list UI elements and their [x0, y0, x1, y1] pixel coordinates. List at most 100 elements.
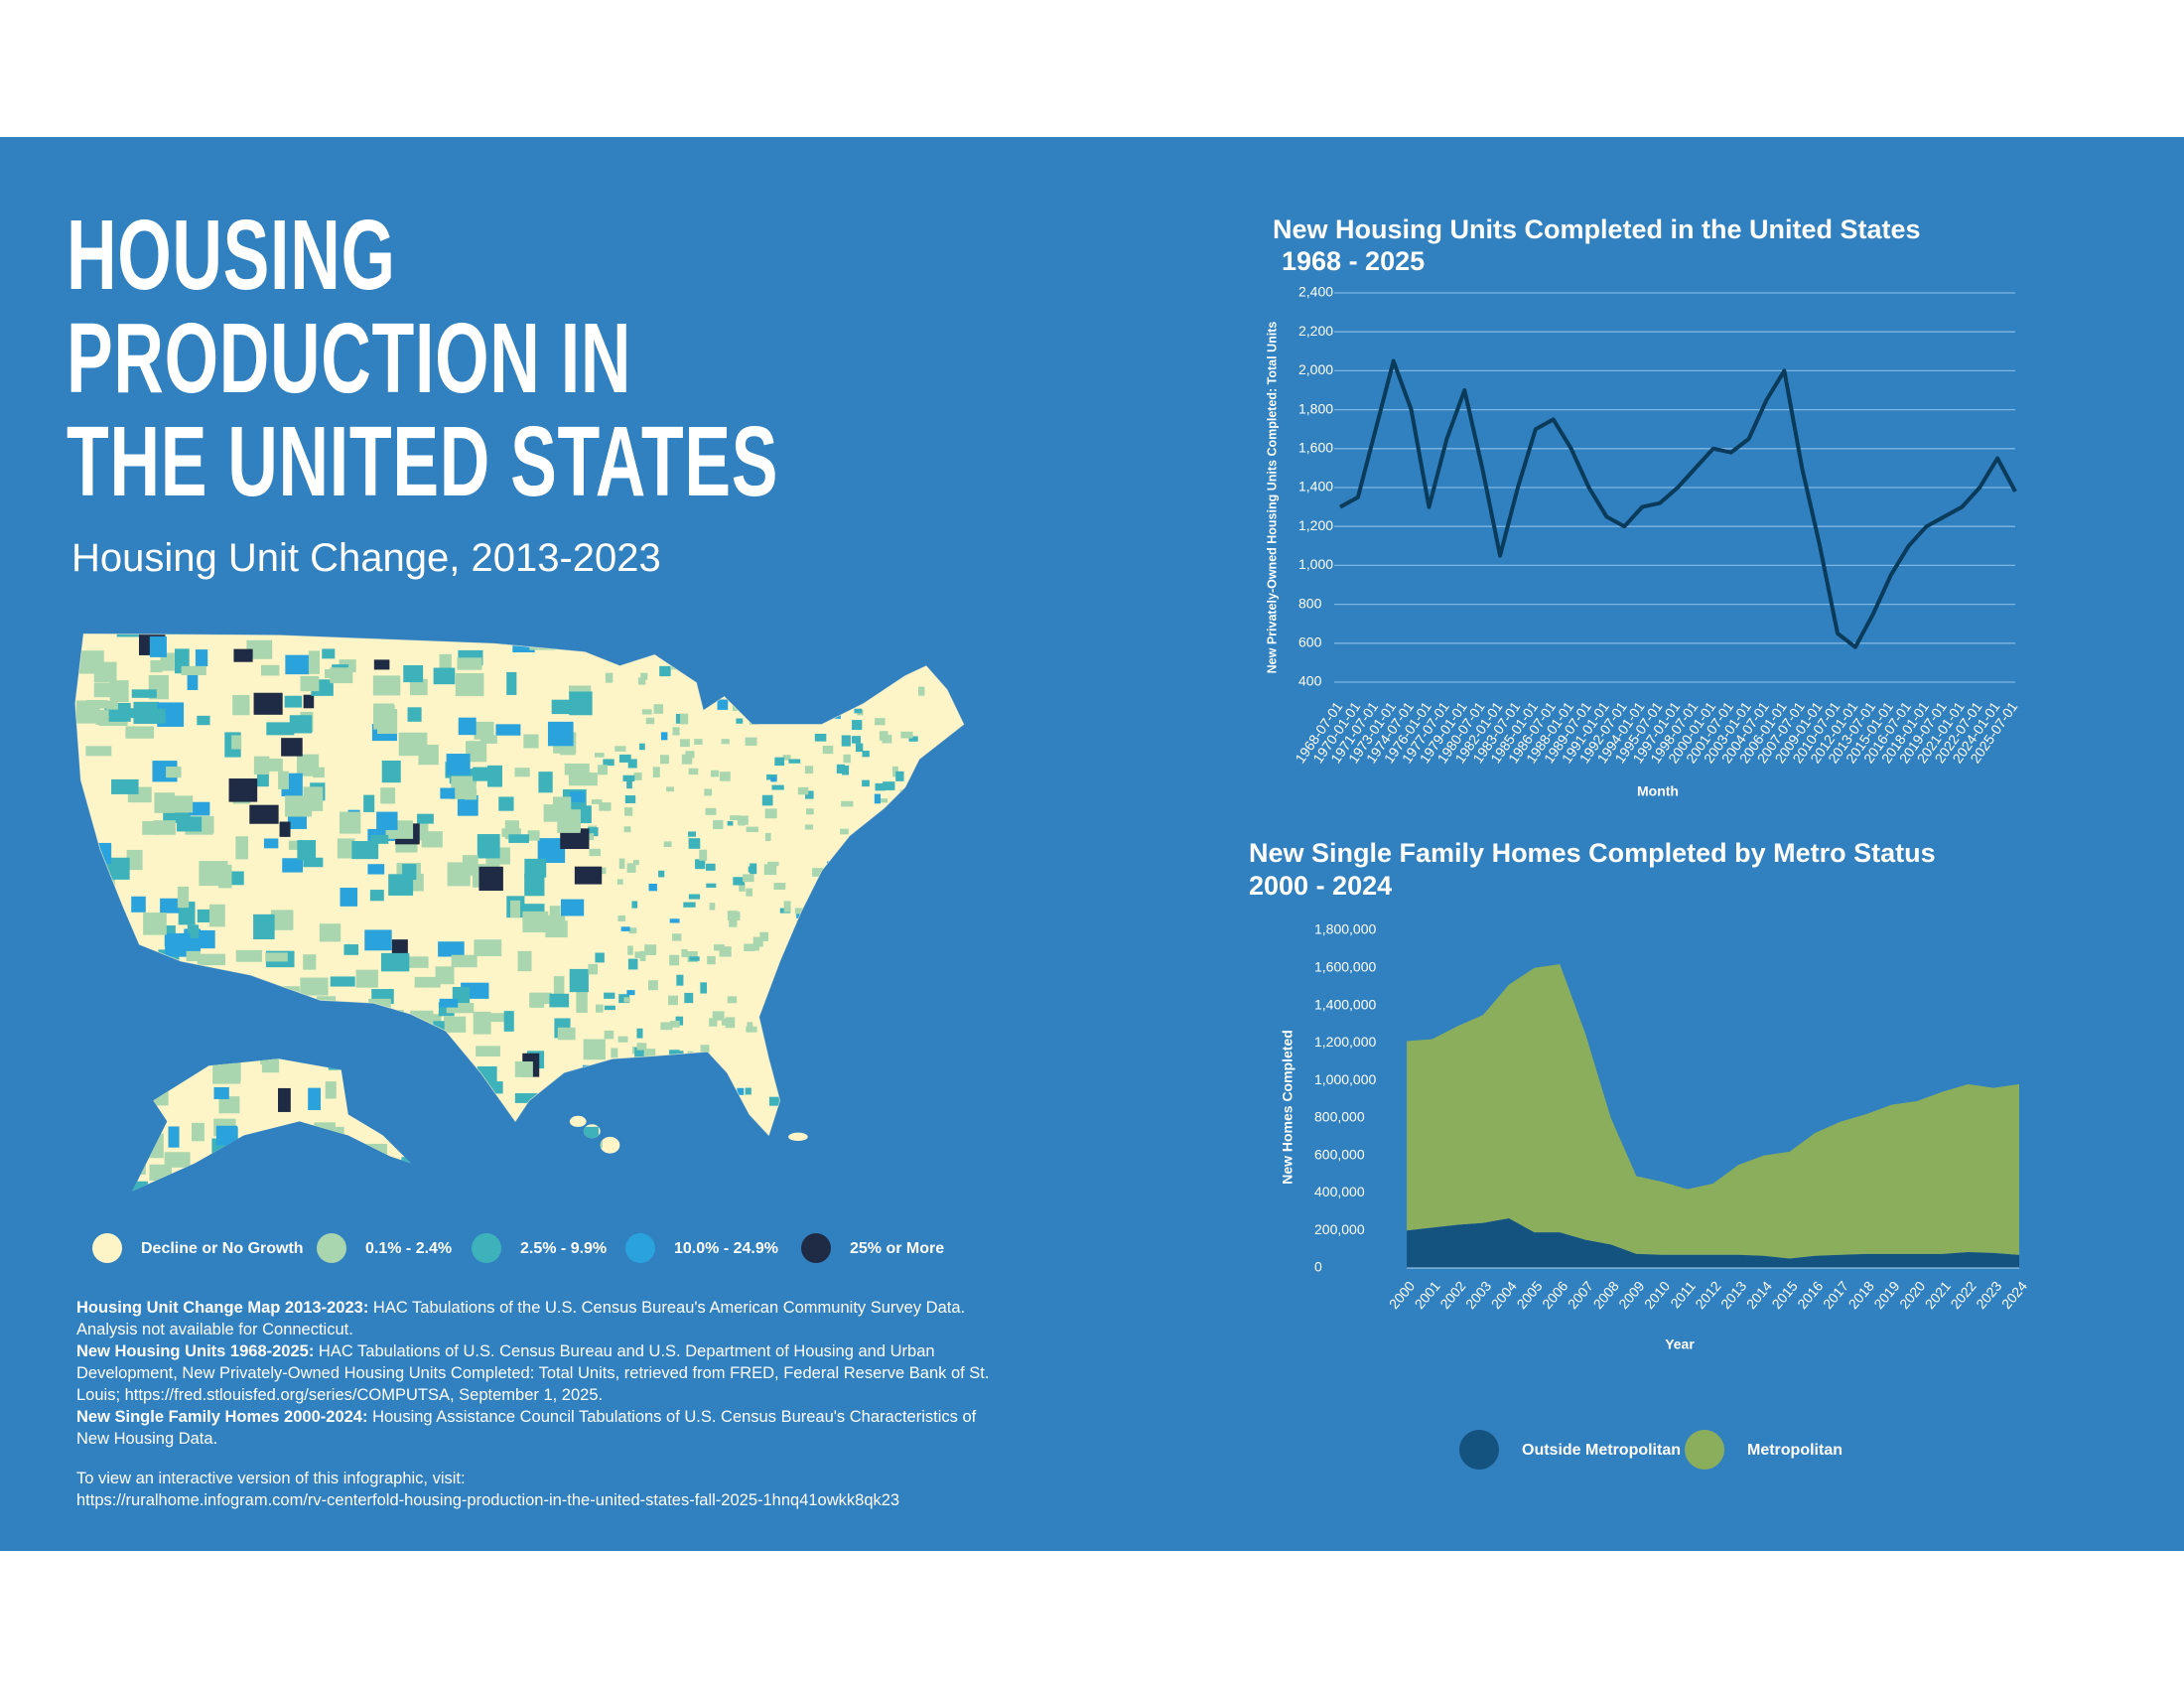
map-county — [743, 1163, 753, 1169]
map-county — [733, 877, 745, 886]
sources: Housing Unit Change Map 2013-2023: HAC T… — [76, 1297, 1000, 1450]
x-tick-label: 2018 — [1845, 1278, 1877, 1312]
map-county — [831, 1006, 840, 1014]
map-county — [438, 941, 465, 957]
map-county — [711, 770, 720, 777]
map-county — [77, 952, 93, 977]
map-county — [804, 766, 814, 774]
map-county — [929, 774, 938, 782]
legend-swatch — [1685, 1430, 1724, 1470]
map-county — [885, 1018, 897, 1025]
map-county — [398, 732, 428, 757]
map-county — [937, 640, 948, 651]
x-tick-label: 2014 — [1743, 1278, 1775, 1312]
map-county — [623, 1117, 631, 1125]
map-county — [376, 811, 398, 830]
x-tick-label: 2021 — [1922, 1278, 1954, 1312]
map-county — [963, 760, 964, 771]
map-county — [827, 871, 836, 877]
map-county — [195, 649, 208, 667]
map-county — [872, 957, 879, 966]
map-county — [75, 1010, 90, 1022]
map-county — [808, 1076, 820, 1083]
map-county — [553, 976, 565, 995]
map-county — [669, 1021, 680, 1028]
map-county — [75, 700, 100, 724]
map-county — [85, 746, 112, 757]
map-county — [759, 931, 768, 941]
map-county — [848, 1173, 859, 1181]
map-county — [218, 1190, 240, 1192]
map-county — [529, 1174, 552, 1192]
map-county — [282, 858, 304, 873]
chart-subtitle: 2000 - 2024 — [1249, 871, 1392, 901]
map-county — [292, 1042, 312, 1056]
map-county — [751, 1180, 760, 1191]
map-county — [731, 912, 741, 920]
map-county — [763, 864, 777, 876]
map-county — [789, 1078, 800, 1090]
x-tick-label: 2023 — [1973, 1278, 2004, 1312]
map-county — [793, 949, 803, 956]
map-county — [840, 828, 849, 835]
map-county — [931, 888, 942, 893]
map-county — [860, 1183, 868, 1191]
map-county — [627, 958, 638, 970]
map-county — [961, 967, 964, 975]
map-county — [136, 976, 149, 986]
map-county — [899, 658, 908, 668]
map-county — [911, 886, 919, 897]
map-county — [862, 751, 870, 758]
map-county — [866, 1129, 874, 1138]
map-county — [811, 1166, 821, 1176]
x-tick-label: 2011 — [1667, 1278, 1699, 1312]
chart-title: New Housing Units Completed in the Unite… — [1273, 214, 1921, 244]
map-county — [331, 1006, 348, 1025]
map-county — [773, 883, 786, 890]
map-county — [705, 1178, 717, 1184]
map-county — [235, 836, 248, 860]
map-county — [246, 639, 273, 659]
map-county — [628, 927, 637, 934]
map-county — [657, 1112, 669, 1118]
map-county — [636, 635, 647, 645]
map-county — [925, 1110, 938, 1117]
map-county — [700, 1045, 710, 1054]
map-county — [633, 773, 642, 780]
map-county — [297, 1192, 316, 1213]
x-tick-label: 2013 — [1717, 1278, 1749, 1312]
map-county — [816, 1147, 829, 1153]
map-county — [307, 1164, 336, 1178]
map-county — [147, 1196, 159, 1207]
map-county — [662, 1123, 672, 1131]
map-county — [591, 799, 603, 804]
x-tick-label: 2024 — [1998, 1278, 2030, 1312]
map-county — [318, 1126, 344, 1152]
map-county — [737, 815, 749, 825]
map-county — [154, 792, 175, 813]
map-county — [889, 1082, 896, 1090]
map-county — [928, 763, 935, 774]
chart-subtitle: 1968 - 2025 — [1282, 246, 1425, 276]
map-county — [498, 796, 514, 811]
map-county — [598, 765, 608, 775]
map-county — [446, 754, 471, 775]
map-county — [667, 1182, 677, 1188]
map-county — [842, 1121, 850, 1130]
map-county — [473, 767, 494, 781]
map-county — [746, 888, 753, 897]
y-tick-label: 200,000 — [1314, 1221, 1365, 1237]
map-county — [870, 1109, 880, 1118]
map-county — [527, 1106, 546, 1128]
map-county — [863, 1175, 876, 1185]
map-county — [623, 1086, 633, 1093]
map-county — [862, 1072, 872, 1083]
map-county — [866, 1106, 876, 1117]
map-county — [634, 951, 644, 958]
x-tick-label: 2006 — [1539, 1278, 1570, 1312]
map-county — [328, 1046, 352, 1070]
map-county — [804, 937, 817, 949]
x-tick-label: 2022 — [1947, 1278, 1979, 1312]
map-county — [727, 821, 734, 826]
link-url[interactable]: https://ruralhome.infogram.com/rv-center… — [76, 1491, 900, 1509]
